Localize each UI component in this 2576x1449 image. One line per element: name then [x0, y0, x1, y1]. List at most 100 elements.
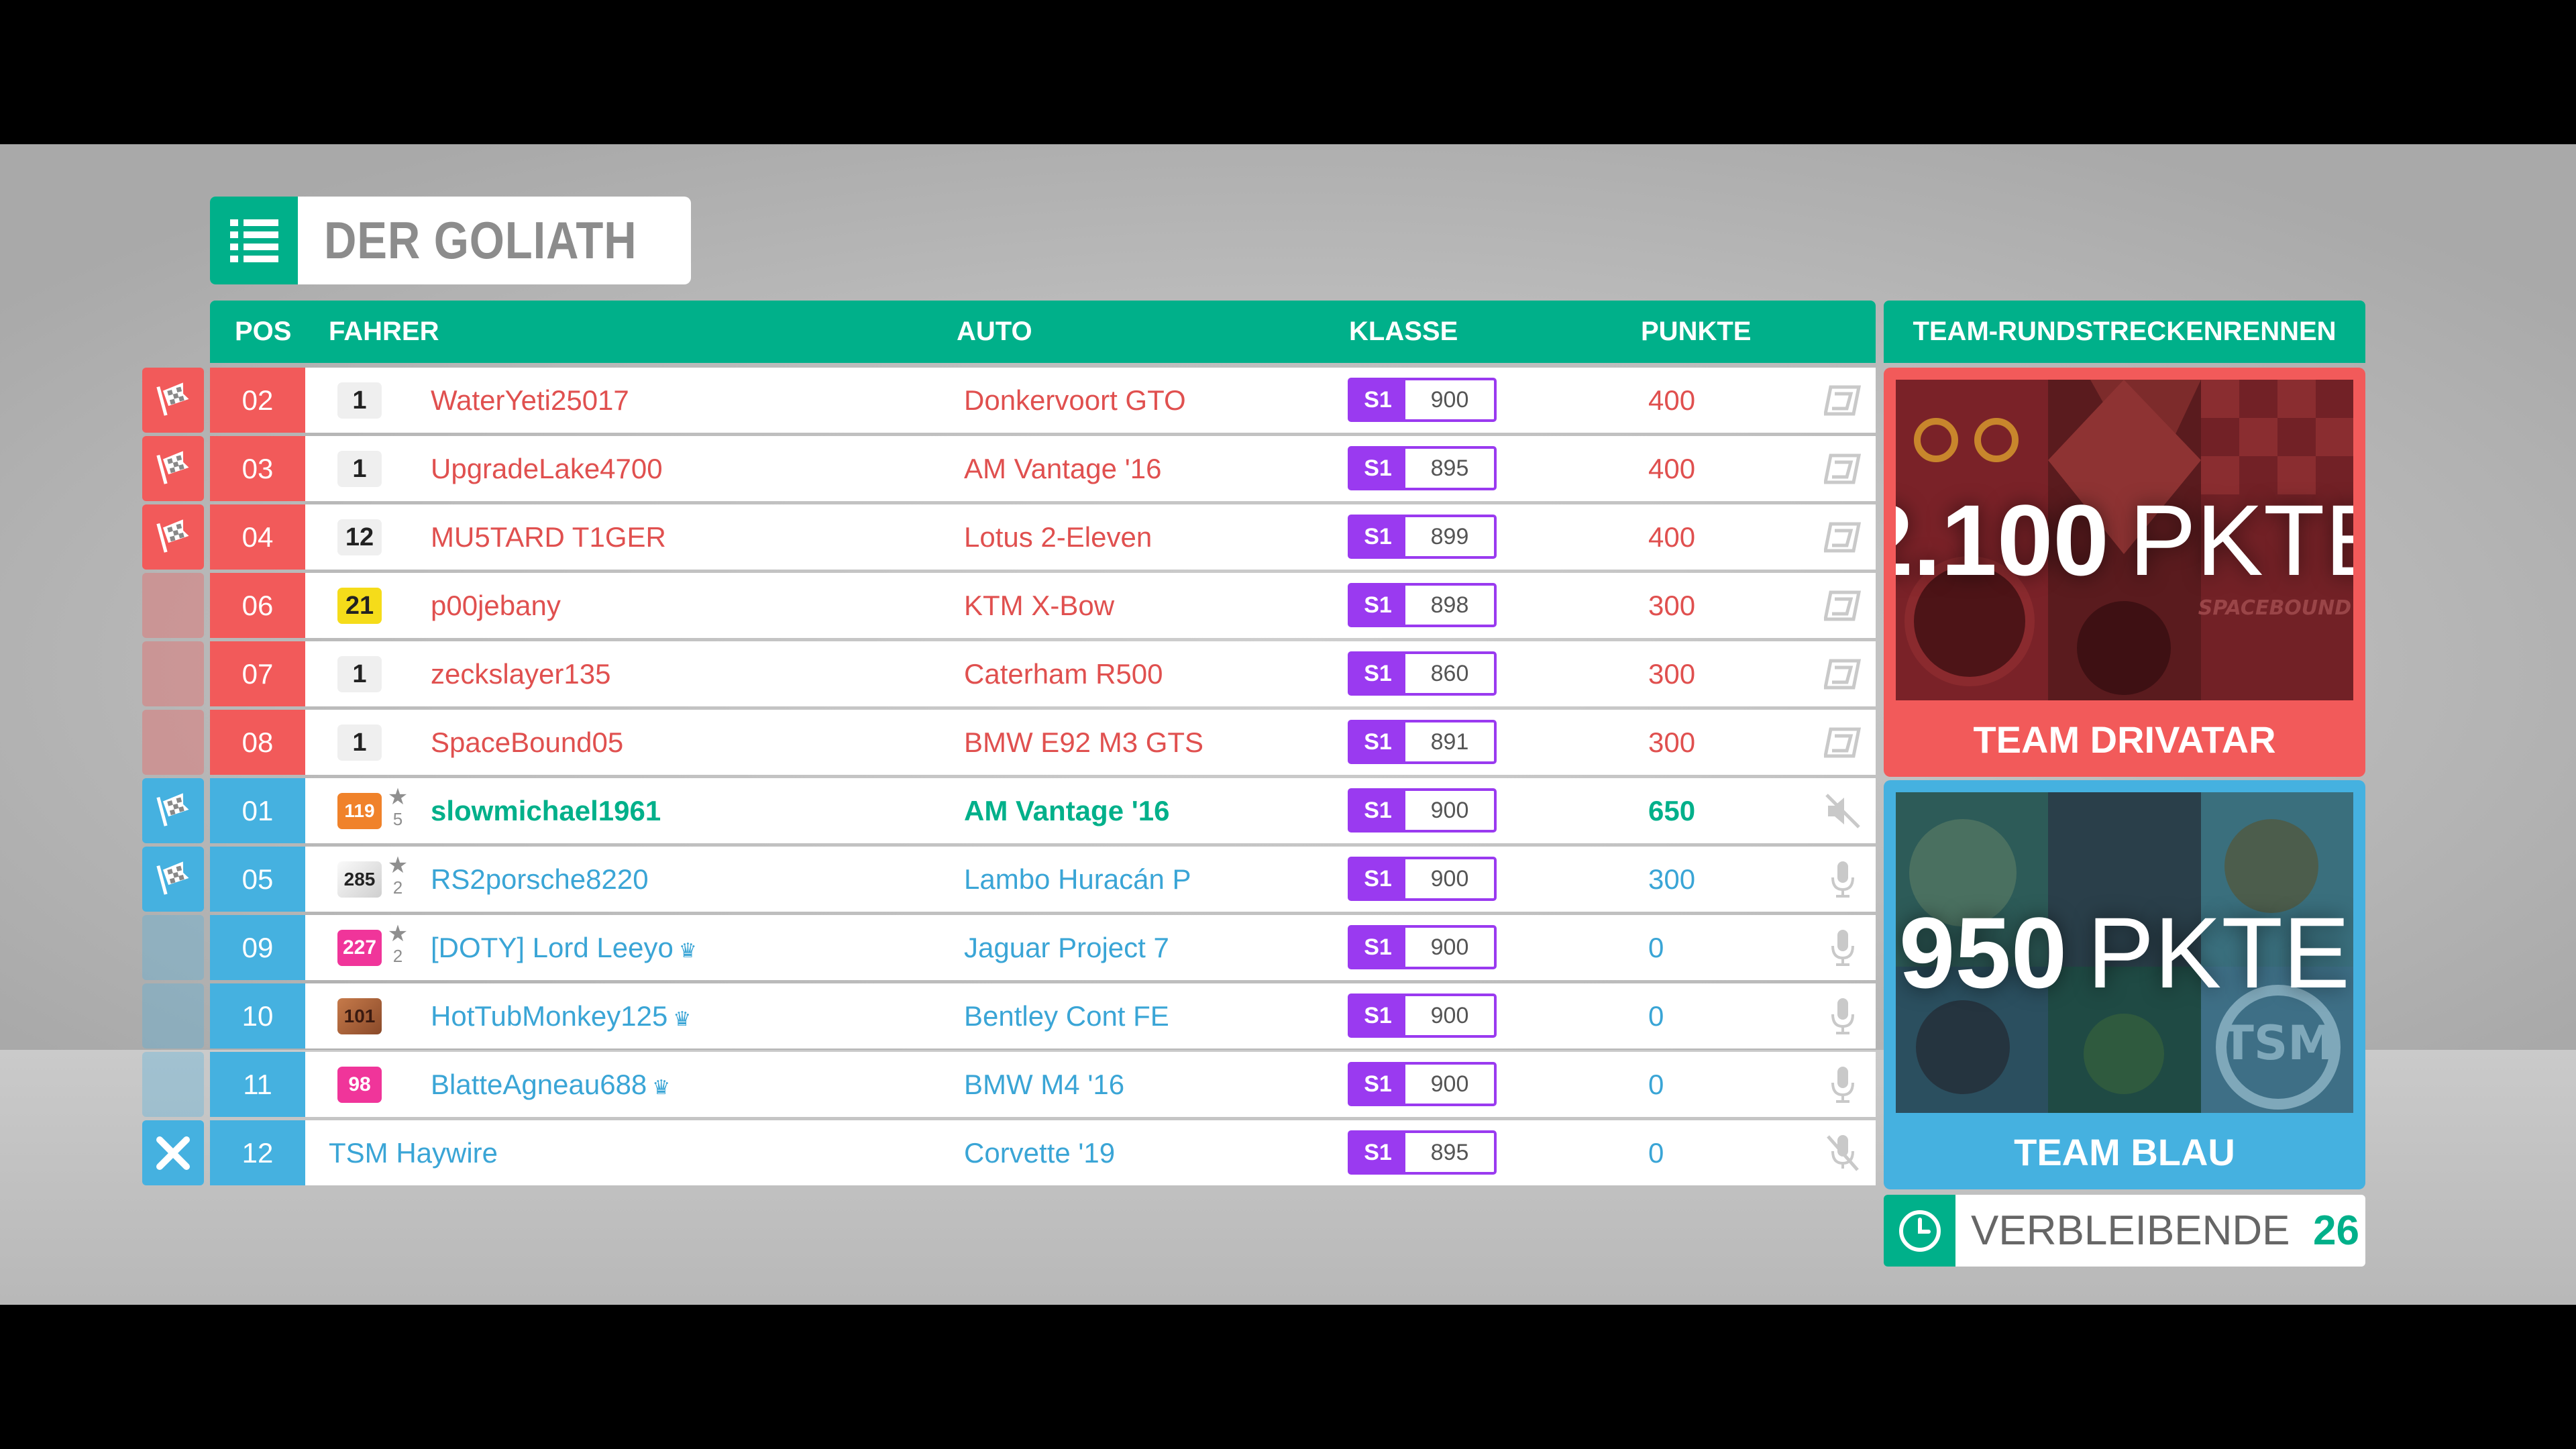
microphone-off-icon[interactable]: [1823, 1134, 1863, 1173]
flag-slot: [142, 641, 204, 706]
position: 06: [210, 573, 305, 638]
class-badge: S1 899: [1348, 515, 1497, 559]
level-badge: 1: [337, 656, 382, 692]
points: 0: [1648, 932, 1664, 963]
class-badge: S1 900: [1348, 994, 1497, 1038]
team-blau-points-unit: PKTE: [2087, 896, 2351, 1009]
team-drivatar-name: TEAM DRIVATAR: [1973, 718, 2276, 761]
star-count: 2: [392, 946, 403, 966]
level-badge: 1: [337, 451, 382, 487]
table-row[interactable]: 07 1 zeckslayer135 Caterham R500 S1 860 300: [142, 641, 1876, 706]
class-value: 895: [1430, 1140, 1469, 1165]
driver-name: WaterYeti25017: [431, 368, 629, 433]
header-points: PUNKTE: [1641, 317, 1752, 346]
position: 01: [210, 778, 305, 843]
class-letter: S1: [1350, 996, 1405, 1035]
position: 02: [210, 368, 305, 433]
table-row[interactable]: 10 101 HotTubMonkey125 ♛ Bentley Cont FE S1 90…: [142, 983, 1876, 1049]
table-row[interactable]: 06 21 p00jebany KTM X-Bow S1 898 300: [142, 573, 1876, 638]
level-badge: 12: [337, 519, 382, 555]
table-row[interactable]: 01 119 ★ 5 slowmichael1961 AM Vantage '16 S1 90…: [142, 778, 1876, 843]
table-row[interactable]: 09 227 ★ 2 [DOTY] Lord Leeyo ♛ Jaguar Project …: [142, 915, 1876, 980]
drivatar-icon[interactable]: [1823, 586, 1863, 625]
table-row[interactable]: 11 98 BlatteAgneau688 ♛ BMW M4 '16 S1 900 0: [142, 1052, 1876, 1117]
star-icon: ★: [387, 784, 409, 810]
car-name: BMW E92 M3 GTS: [964, 727, 1204, 758]
speaker-muted-icon[interactable]: [1823, 792, 1863, 830]
row-body: 285 ★ 2 RS2porsche8220 Lambo Huracán P S1 900 3…: [305, 847, 1876, 912]
class-badge: S1 895: [1348, 1130, 1497, 1175]
star-count: 2: [392, 877, 403, 898]
driver-name: SpaceBound05: [431, 710, 623, 775]
flag-slot: [142, 983, 204, 1049]
list-icon: [210, 197, 298, 284]
car-name: Corvette '19: [964, 1137, 1116, 1169]
class-value: 898: [1430, 592, 1469, 618]
table-row[interactable]: 12 TSM Haywire Corvette '19 S1 895 0: [142, 1120, 1876, 1185]
driver-name-text: BlatteAgneau688: [431, 1069, 647, 1100]
class-letter: S1: [1350, 859, 1405, 898]
table-row[interactable]: 04 12 MU5TARD T1GER Lotus 2-Eleven S1 899 400: [142, 504, 1876, 570]
race-results-screen: DER GOLIATH POS FAHRER AUTO KLASSE PUNKT…: [0, 144, 2576, 1305]
close-icon: [142, 1120, 204, 1185]
row-body: 12 MU5TARD T1GER Lotus 2-Eleven S1 899 400: [305, 504, 1876, 570]
row-body: 1 zeckslayer135 Caterham R500 S1 860 300: [305, 641, 1876, 706]
class-letter: S1: [1350, 791, 1405, 830]
star-rank: ★ 2: [386, 853, 410, 907]
class-value: 895: [1430, 455, 1469, 481]
driver-name-text: WaterYeti25017: [431, 384, 629, 416]
table-row[interactable]: 02 1 WaterYeti25017 Donkervoort GTO S1 900 400: [142, 368, 1876, 433]
microphone-icon[interactable]: [1823, 1065, 1863, 1104]
remaining-time-label: VERBLEIBENDE ZEIT:: [1971, 1208, 2290, 1254]
points: 300: [1648, 658, 1696, 690]
driver-name-text: UpgradeLake4700: [431, 453, 663, 484]
driver-name: MU5TARD T1GER: [431, 504, 666, 570]
clock-icon: [1884, 1195, 1955, 1267]
row-body: 119 ★ 5 slowmichael1961 AM Vantage '16 S1 900 6…: [305, 778, 1876, 843]
table-row[interactable]: 08 1 SpaceBound05 BMW E92 M3 GTS S1 891 300: [142, 710, 1876, 775]
class-letter: S1: [1350, 1133, 1405, 1172]
points: 300: [1648, 863, 1696, 895]
row-body: 98 BlatteAgneau688 ♛ BMW M4 '16 S1 900 0: [305, 1052, 1876, 1117]
driver-name: BlatteAgneau688 ♛: [431, 1052, 670, 1120]
car-name: Lambo Huracán P: [964, 863, 1191, 895]
remaining-time-panel: VERBLEIBENDE ZEIT: 26: [1884, 1195, 2365, 1267]
class-value: 860: [1430, 661, 1469, 686]
class-letter: S1: [1350, 380, 1405, 419]
class-value: 900: [1430, 387, 1469, 413]
flag-slot: [142, 573, 204, 638]
team-drivatar-score: 2.100 PKTE: [1896, 380, 2353, 700]
class-badge: S1 891: [1348, 720, 1497, 764]
driver-name-text: p00jebany: [431, 590, 561, 621]
results-table: 02 1 WaterYeti25017 Donkervoort GTO S1 900 400…: [142, 368, 1876, 1189]
team-blau-art: TSM 950 PKTE: [1896, 792, 2353, 1113]
level-badge: 119: [337, 793, 382, 829]
row-body: 21 p00jebany KTM X-Bow S1 898 300: [305, 573, 1876, 638]
event-title: DER GOLIATH: [324, 211, 637, 270]
team-drivatar-points: 2.100: [1896, 484, 2109, 596]
table-row[interactable]: 05 285 ★ 2 RS2porsche8220 Lambo Huracán P S1 90…: [142, 847, 1876, 912]
car-name: AM Vantage '16: [964, 795, 1170, 826]
drivatar-icon[interactable]: [1823, 449, 1863, 488]
driver-name: zeckslayer135: [431, 641, 610, 706]
flag-slot: [142, 710, 204, 775]
drivatar-icon[interactable]: [1823, 381, 1863, 420]
level-badge: 1: [337, 724, 382, 761]
header-pos: POS: [235, 317, 292, 346]
star-icon: ★: [387, 853, 409, 878]
microphone-icon[interactable]: [1823, 997, 1863, 1036]
table-row[interactable]: 03 1 UpgradeLake4700 AM Vantage '16 S1 895 400: [142, 436, 1876, 501]
car-name: AM Vantage '16: [964, 453, 1162, 484]
class-letter: S1: [1350, 928, 1405, 967]
car-name: Bentley Cont FE: [964, 1000, 1169, 1032]
driver-name: HotTubMonkey125 ♛: [431, 983, 691, 1052]
row-body: 101 HotTubMonkey125 ♛ Bentley Cont FE S1 900 0: [305, 983, 1876, 1049]
microphone-icon[interactable]: [1823, 860, 1863, 899]
drivatar-icon[interactable]: [1823, 723, 1863, 762]
drivatar-icon[interactable]: [1823, 655, 1863, 694]
team-blau-name: TEAM BLAU: [2014, 1131, 2235, 1173]
header-class: KLASSE: [1349, 317, 1458, 346]
drivatar-icon[interactable]: [1823, 518, 1863, 557]
table-header: POS FAHRER AUTO KLASSE PUNKTE: [210, 301, 1876, 363]
microphone-icon[interactable]: [1823, 928, 1863, 967]
